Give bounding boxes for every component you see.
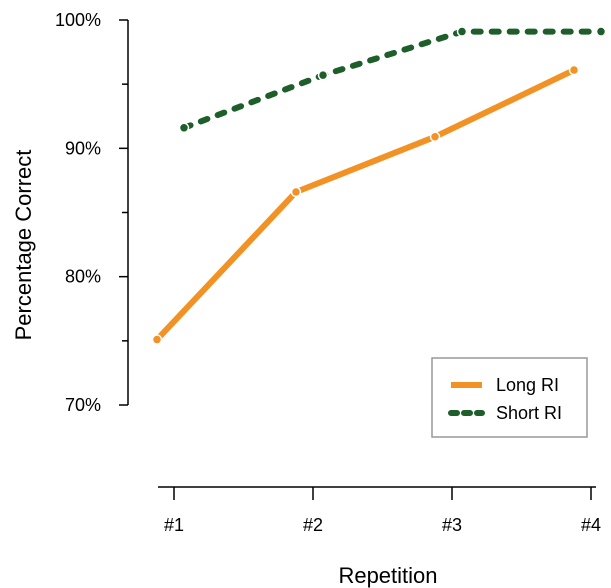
data-point (456, 26, 468, 37)
y-tick-label: 70% (65, 395, 101, 415)
legend-label-long-ri: Long RI (496, 375, 559, 395)
y-axis-title: Percentage Correct (11, 150, 36, 341)
x-axis-title: Repetition (338, 563, 437, 588)
data-point (317, 69, 329, 81)
data-point (290, 186, 302, 198)
x-tick-label: #3 (442, 515, 462, 535)
y-tick-label: 100% (55, 10, 101, 30)
data-point (429, 131, 441, 143)
legend: Long RI Short RI (431, 357, 588, 438)
data-point (595, 26, 607, 37)
legend-box (431, 357, 588, 438)
series-line-short-ri (181, 28, 604, 131)
data-point (151, 334, 163, 345)
legend-label-short-ri: Short RI (496, 403, 562, 423)
data-point (178, 122, 190, 134)
series-line-long-ri (154, 67, 576, 342)
data-point (568, 64, 580, 76)
y-tick-label: 80% (65, 267, 101, 287)
x-tick-label: #2 (303, 515, 323, 535)
y-axis: 70% 80% 90% 100% (55, 10, 129, 415)
x-axis: #1 #2 #3 #4 (158, 486, 601, 535)
series-layer (151, 26, 607, 345)
x-tick-label: #1 (164, 515, 184, 535)
x-tick-label: #4 (581, 515, 601, 535)
y-tick-label: 90% (65, 138, 101, 158)
